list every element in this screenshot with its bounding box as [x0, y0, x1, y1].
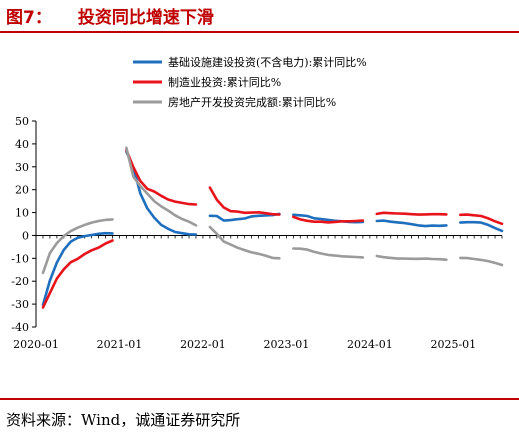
x-tick-label: 2021-01 — [97, 338, 143, 351]
x-tick-label: 2025-01 — [430, 338, 476, 351]
series-line-2 — [41, 148, 504, 309]
y-tick-label: -30 — [11, 298, 29, 311]
x-tick-label: 2023-01 — [264, 338, 310, 351]
y-tick-label: -10 — [11, 252, 29, 265]
y-tick-label: 20 — [15, 184, 29, 197]
figure-title: 投资同比增速下滑 — [77, 8, 214, 28]
source-rule — [0, 398, 519, 400]
y-tick-label: 50 — [15, 115, 29, 128]
chart-series — [41, 146, 504, 309]
legend-label-1: 基础设施建设投资(不含电力):累计同比% — [168, 55, 367, 69]
source-note: 资料来源：Wind，诚通证券研究所 — [6, 411, 241, 429]
title-rule — [0, 31, 519, 33]
legend-label-3: 房地产开发投资完成额:累计同比% — [168, 95, 336, 109]
x-tick-label: 2020-01 — [13, 338, 59, 351]
legend-label-2: 制造业投资:累计同比% — [168, 75, 281, 89]
series-line-1 — [41, 150, 504, 307]
figure-label: 图7： — [6, 8, 52, 28]
y-tick-label: 30 — [15, 161, 29, 174]
series-line-3 — [41, 146, 504, 275]
y-tick-label: -40 — [11, 321, 29, 334]
page-title: 图7： 投资同比增速下滑 — [6, 3, 214, 28]
y-tick-label: 0 — [22, 229, 29, 242]
chart-axes: -40 -30 -20 -10 0 10 20 30 40 50 2020-01 2021-01 202… — [11, 115, 503, 351]
y-tick-label: 10 — [15, 207, 29, 220]
y-tick-label: 40 — [15, 138, 29, 151]
chart-legend: 基础设施建设投资(不含电力):累计同比% 制造业投资:累计同比% 房地产开发投资完成… — [133, 55, 367, 109]
x-tick-label: 2024-01 — [347, 338, 393, 351]
y-tick-label: -20 — [11, 275, 29, 288]
x-tick-label: 2022-01 — [180, 338, 226, 351]
